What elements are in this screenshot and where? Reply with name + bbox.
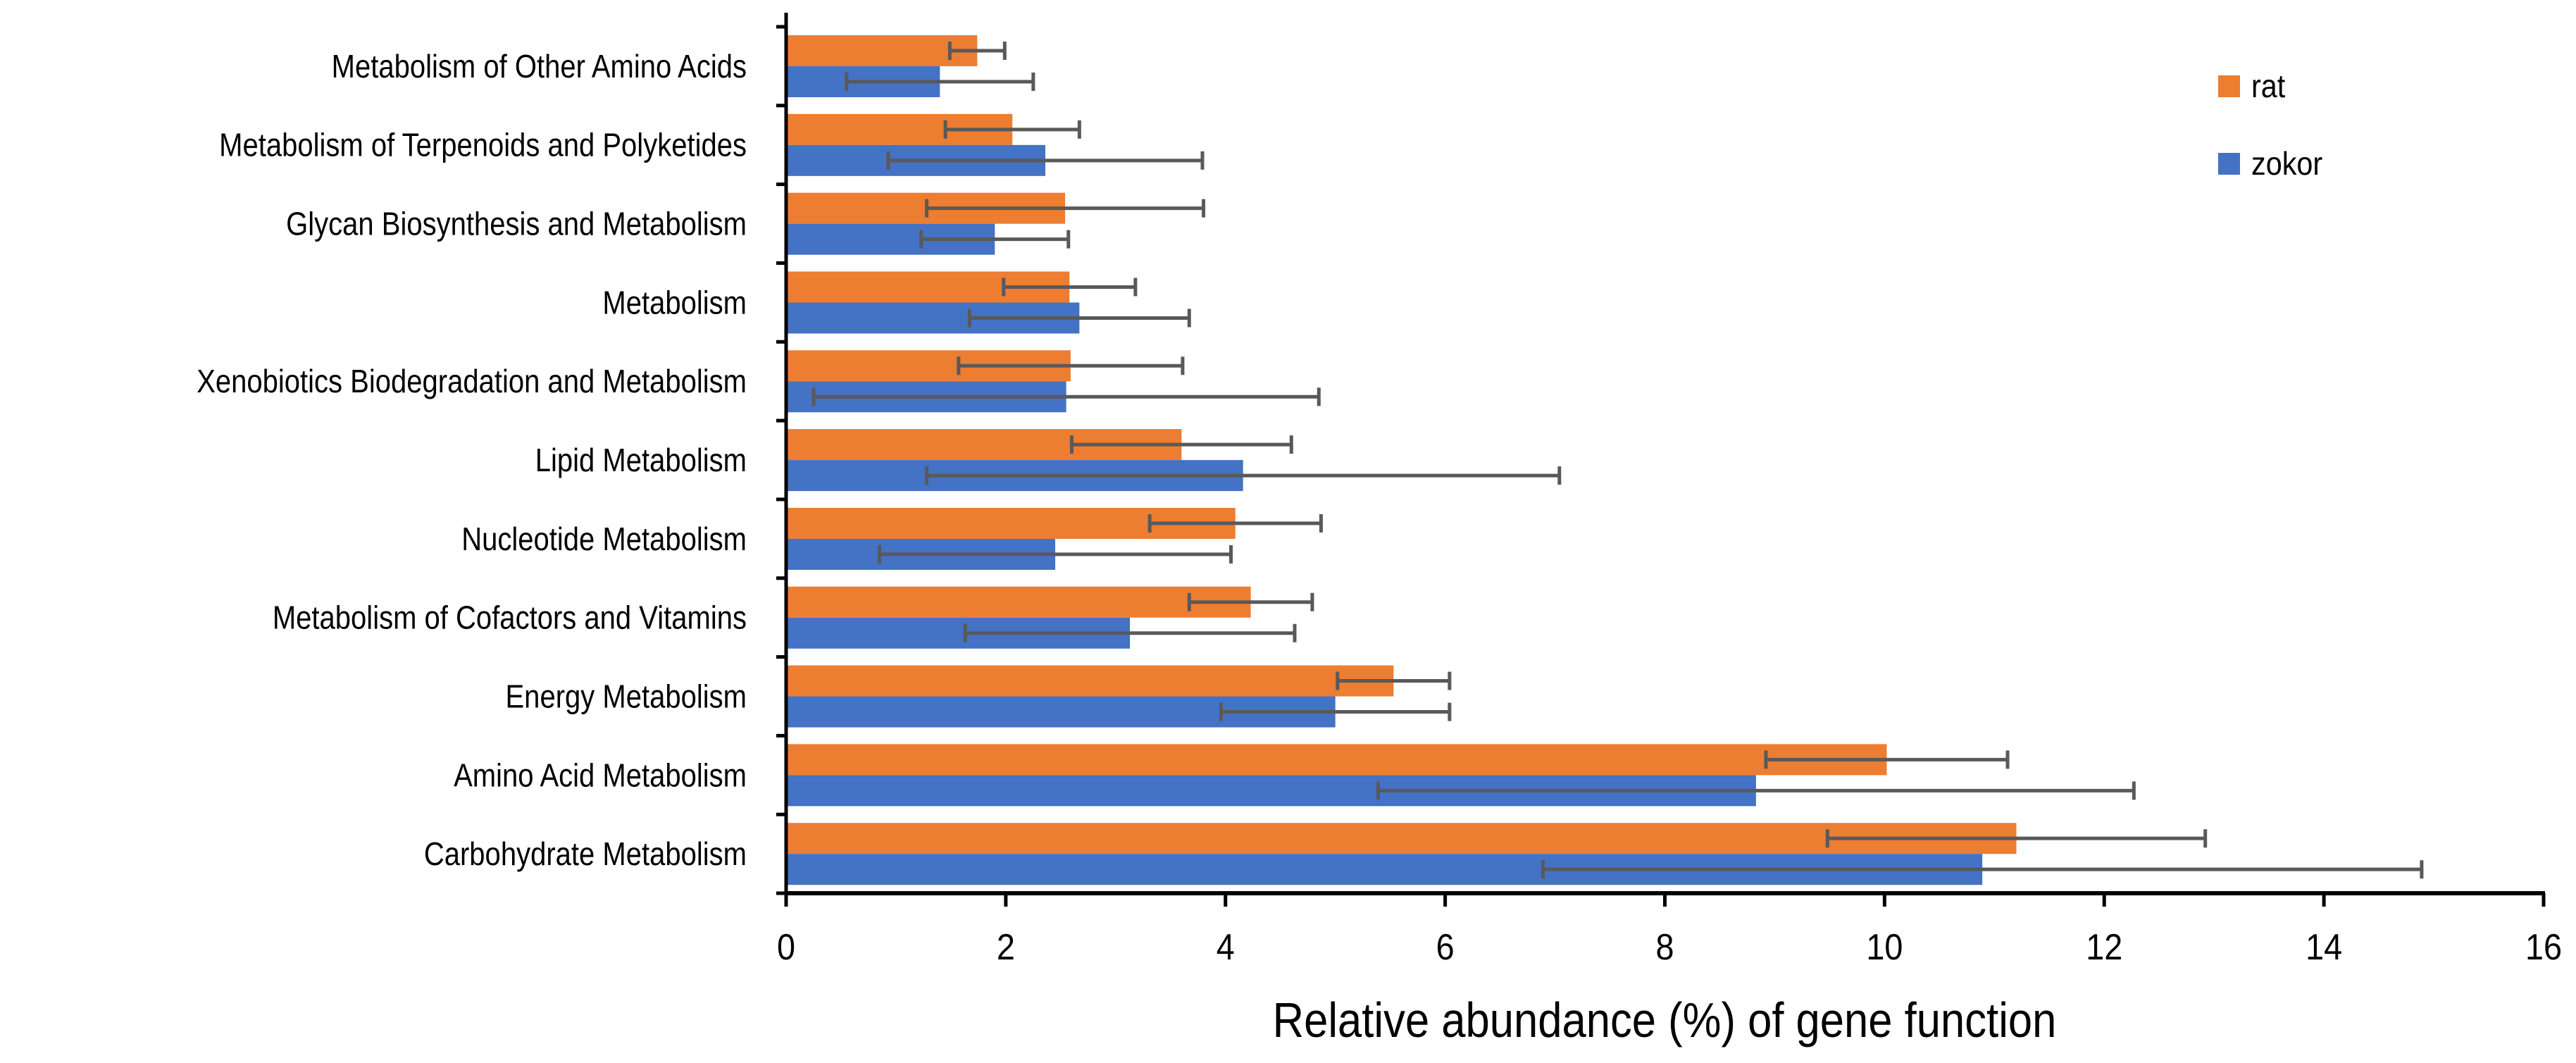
y-label-group: Metabolism of Other Amino Acids [332,49,747,85]
y-label-group: Energy Metabolism [505,679,747,715]
x-tick-label-group: 8 [1655,927,1674,968]
error-bar-rat [1825,829,2208,848]
legend-item-zokor: zokor [2218,146,2322,182]
error-bar-zokor [1376,781,2136,800]
x-tick-label-group: 16 [2525,927,2562,968]
y-label-group: Xenobiotics Biodegradation and Metabolis… [197,364,747,400]
x-axis-tick-label: 16 [2525,927,2562,968]
y-axis-label: Nucleotide Metabolism [461,521,747,557]
error-bar-rat [925,199,1206,218]
y-axis-label: Metabolism of Other Amino Acids [332,49,747,85]
x-tick-label-group: 10 [1866,927,1903,968]
x-tick-label-group: 6 [1436,927,1455,968]
x-tick-label-group: 12 [2086,927,2122,968]
axes [776,13,2546,907]
y-label-group: Lipid Metabolism [535,442,747,478]
bar-rat [786,665,1394,697]
error-bar-rat [957,356,1185,375]
error-bar-zokor [845,73,1035,91]
error-bar-zokor [967,309,1191,328]
x-tick-label-group: 2 [997,927,1015,968]
y-axis-label: Amino Acid Metabolism [454,758,747,794]
error-bar-zokor [925,466,1562,485]
x-axis-tick-label: 14 [2306,927,2342,968]
error-bar-rat [1187,592,1314,611]
legend: rat zokor [2218,68,2322,182]
bars-layer [786,35,2017,885]
error-bar-rat [1336,671,1452,690]
x-axis-title: Relative abundance (%) of gene function [1273,992,2057,1048]
x-tick-label-group: 4 [1217,927,1235,968]
legend-label: rat [2251,68,2285,105]
x-axis-tick-label: 2 [997,927,1015,968]
legend-label-group: rat [2251,68,2285,105]
error-bar-rat [1764,750,2010,769]
bar-rat [786,823,2017,854]
x-axis-tick-label: 4 [1217,927,1235,968]
bar-rat [786,744,1887,776]
error-bars-layer [811,42,2424,879]
error-bar-zokor [886,151,1205,170]
y-label-group: Metabolism [602,285,747,321]
error-bar-zokor [878,545,1233,564]
error-bar-rat [943,120,1081,139]
y-label-group: Glycan Biosynthesis and Metabolism [286,206,747,242]
y-label-group: Carbohydrate Metabolism [424,837,747,873]
x-axis-tick-label: 12 [2086,927,2122,968]
legend-label: zokor [2251,146,2322,182]
error-bar-zokor [963,623,1297,642]
error-bar-zokor [919,230,1071,249]
y-axis-label: Metabolism [602,285,747,321]
error-bar-rat [947,42,1007,60]
x-tick-label-group: 0 [777,927,795,968]
y-label-group: Metabolism of Terpenoids and Polyketides [219,128,747,163]
error-bar-rat [1069,435,1293,454]
y-axis-labels: Metabolism of Other Amino Acids Metabolis… [197,49,747,872]
y-label-group: Metabolism of Cofactors and Vitamins [273,600,747,636]
legend-label-group: zokor [2251,146,2322,182]
y-label-group: Amino Acid Metabolism [454,758,747,794]
x-axis-tick-label: 6 [1436,927,1455,968]
x-axis-tick-labels: 0 2 4 6 8 10 12 14 16 [777,927,2562,968]
bar-rat [786,586,1251,618]
legend-swatch-zokor [2218,153,2240,175]
x-tick-label-group: 14 [2306,927,2342,968]
y-axis-label: Lipid Metabolism [535,442,747,478]
error-bar-rat [1147,514,1323,533]
y-axis-label: Energy Metabolism [505,679,747,715]
x-axis-tick-label: 0 [777,927,795,968]
y-axis-label: Metabolism of Terpenoids and Polyketides [219,128,747,163]
y-axis-label: Metabolism of Cofactors and Vitamins [273,600,747,636]
x-axis-tick-label: 8 [1655,927,1674,968]
y-axis-label: Glycan Biosynthesis and Metabolism [286,206,747,242]
error-bar-zokor [1541,860,2424,879]
bar-rat [786,35,978,66]
legend-item-rat: rat [2218,68,2285,105]
x-axis-tick-label: 10 [1866,927,1903,968]
y-label-group: Nucleotide Metabolism [461,521,747,557]
error-bar-zokor [1219,702,1452,721]
y-axis-label: Carbohydrate Metabolism [424,837,747,873]
legend-swatch-rat [2218,75,2240,97]
error-bar-zokor [811,387,1321,406]
error-bar-rat [1002,278,1138,297]
y-axis-label: Xenobiotics Biodegradation and Metabolis… [197,364,747,400]
